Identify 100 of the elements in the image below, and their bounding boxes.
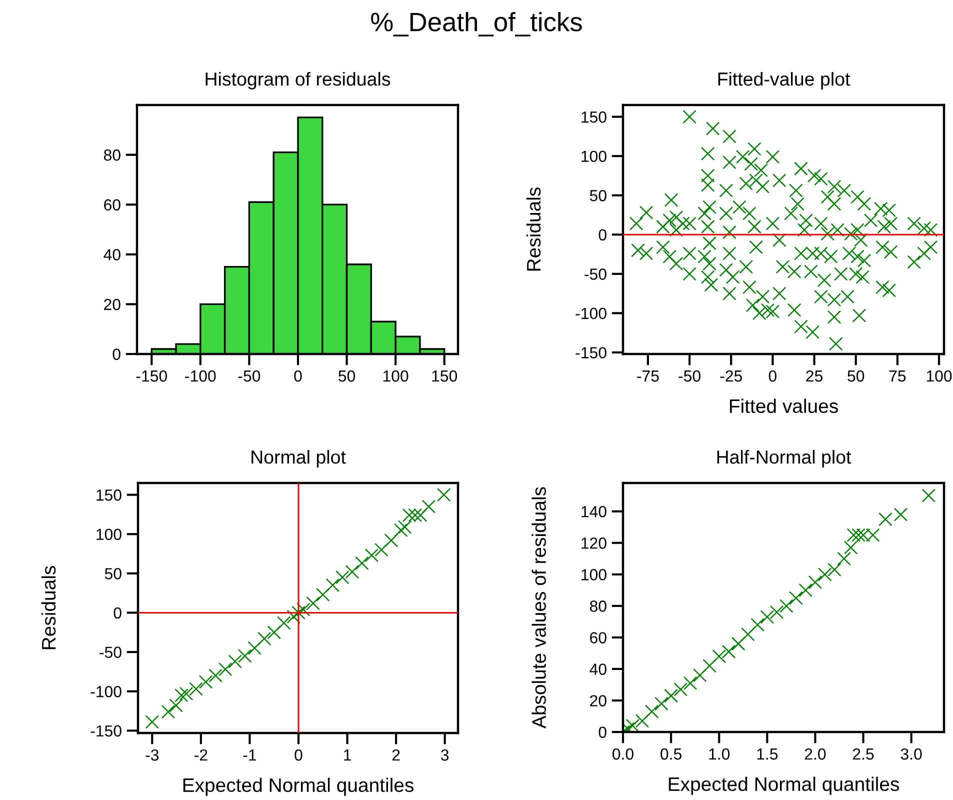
point xyxy=(384,534,398,548)
y-tick-label: 80 xyxy=(104,149,120,161)
point xyxy=(664,688,678,703)
x-tick-label: -100 xyxy=(185,370,216,382)
point xyxy=(770,605,784,620)
point xyxy=(364,548,379,562)
y-tick-label: 100 xyxy=(96,528,122,540)
y-tick-label: 80 xyxy=(590,600,606,612)
point xyxy=(276,616,291,630)
y-tick-label: 60 xyxy=(104,199,120,211)
y-tick-label: -50 xyxy=(584,268,606,280)
x-axis-title: Expected Normal quantiles xyxy=(668,776,899,795)
y-tick-label: -100 xyxy=(576,308,606,320)
y-tick-label: 100 xyxy=(582,150,606,162)
point xyxy=(828,562,842,577)
y-tick-label: -50 xyxy=(100,646,122,658)
y-tick-label: 120 xyxy=(582,538,606,549)
point xyxy=(374,542,388,557)
point xyxy=(922,488,936,502)
point xyxy=(398,520,412,534)
text: %_Death_of_ticks xyxy=(371,12,582,36)
x-tick-label: 75 xyxy=(889,370,906,382)
point xyxy=(674,682,688,696)
point xyxy=(169,698,183,712)
y-tick-label: 50 xyxy=(590,190,606,202)
point xyxy=(306,596,320,610)
y-tick-label: 150 xyxy=(582,111,606,123)
y-tick-label: -150 xyxy=(576,347,606,358)
y-tick-label: -150 xyxy=(90,725,122,737)
x-axis-title: Expected Normal quantiles xyxy=(183,778,414,796)
point xyxy=(218,662,232,676)
point xyxy=(722,644,736,658)
point xyxy=(408,508,422,522)
point xyxy=(808,575,822,590)
x-tick-label: 0.0 xyxy=(612,748,634,760)
y-tick-label: 40 xyxy=(590,664,606,675)
x-tick-label: 2 xyxy=(392,749,400,761)
point xyxy=(422,500,436,514)
point xyxy=(894,508,908,522)
point xyxy=(394,523,408,538)
point xyxy=(238,649,252,663)
y-axis-title: Residuals xyxy=(41,566,56,650)
point xyxy=(878,512,892,526)
point xyxy=(750,618,764,632)
chart-title: Normal plot xyxy=(252,450,346,468)
x-axis-title: Fitted values xyxy=(730,398,838,414)
x-tick-label: 25 xyxy=(806,370,822,382)
y-tick-label: 140 xyxy=(582,506,606,518)
x-tick-label: 0 xyxy=(294,749,302,761)
point xyxy=(702,658,716,673)
point xyxy=(161,704,176,719)
x-tick-label: -3 xyxy=(146,749,159,761)
y-tick-label: 0 xyxy=(114,607,122,619)
y-tick-label: 40 xyxy=(104,249,120,260)
y-tick-label: 150 xyxy=(96,489,122,501)
point xyxy=(818,568,832,582)
y-tick-label: -100 xyxy=(90,686,122,698)
x-tick-label: 0.5 xyxy=(660,748,682,760)
x-tick-label: 2.5 xyxy=(852,748,874,760)
point xyxy=(179,686,194,701)
point xyxy=(837,552,851,566)
point xyxy=(198,675,213,689)
x-tick-label: 100 xyxy=(383,370,408,382)
point xyxy=(683,676,698,690)
x-tick-label: -25 xyxy=(720,370,742,382)
y-tick-label: 20 xyxy=(590,695,606,706)
point xyxy=(436,488,451,502)
x-tick-label: -1 xyxy=(243,750,256,761)
point xyxy=(731,636,746,651)
x-tick-label: 100 xyxy=(926,370,952,382)
point xyxy=(248,641,262,655)
x-tick-label: 0 xyxy=(768,370,777,382)
x-tick-label: -75 xyxy=(637,370,659,382)
x-tick-label: 3 xyxy=(440,749,449,761)
y-tick-label: 0 xyxy=(598,726,606,738)
x-tick-label: 1 xyxy=(344,750,351,761)
point xyxy=(712,649,726,664)
x-tick-label: -50 xyxy=(238,370,260,382)
x-tick-label: 1.0 xyxy=(709,748,730,760)
point xyxy=(798,583,812,598)
point xyxy=(644,704,659,718)
y-tick-label: 60 xyxy=(590,632,606,644)
x-tick-label: 1.5 xyxy=(757,748,778,760)
point xyxy=(292,606,306,620)
y-tick-label: 0 xyxy=(112,348,120,360)
x-tick-label: -50 xyxy=(678,370,700,382)
chart-title: Fitted-value plot xyxy=(718,72,850,90)
y-tick-label: 100 xyxy=(582,569,606,580)
chart-title: Half-Normal plot xyxy=(717,450,852,468)
point xyxy=(789,591,803,605)
point xyxy=(336,570,350,584)
x-tick-label: -150 xyxy=(136,370,167,382)
x-tick-label: 2.0 xyxy=(804,748,826,760)
point xyxy=(654,696,668,711)
x-tick-label: 0 xyxy=(294,370,302,382)
point xyxy=(228,654,242,668)
point xyxy=(145,715,160,729)
y-axis-title: Residuals xyxy=(526,188,541,271)
x-tick-label: 3.0 xyxy=(900,748,922,760)
point xyxy=(635,714,650,728)
